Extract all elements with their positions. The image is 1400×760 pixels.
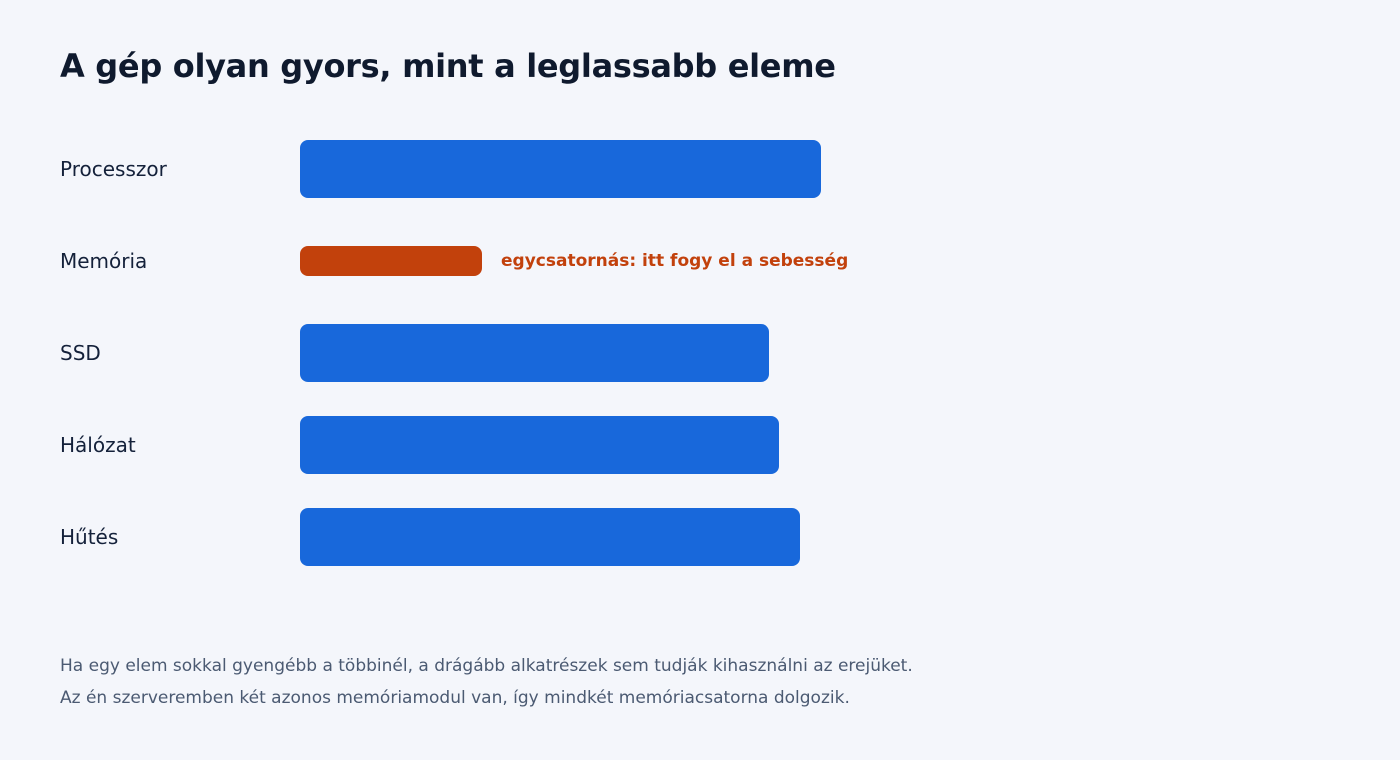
bar-hutes (300, 508, 800, 566)
bar-ssd (300, 324, 769, 382)
bar-annotation-memoria: egycsatornás: itt fogy el a sebesség (501, 251, 849, 271)
bar-chart: Processzor Memória egycsatornás: itt fogy … (60, 140, 849, 566)
row-label-processzor: Processzor (60, 157, 167, 181)
footnote-line-1: Ha egy elem sokkal gyengébb a többinél, … (60, 656, 913, 676)
row-label-memoria: Memória (60, 249, 148, 273)
bar-halozat (300, 416, 779, 474)
row-label-ssd: SSD (60, 341, 101, 365)
footnote: Ha egy elem sokkal gyengébb a többinél, … (60, 650, 913, 714)
row-label-halozat: Hálózat (60, 433, 136, 457)
chart-title: A gép olyan gyors, mint a leglassabb ele… (60, 47, 836, 85)
footnote-line-2: Az én szerveremben két azonos memóriamod… (60, 688, 850, 708)
bar-processzor (300, 140, 821, 198)
row-label-hutes: Hűtés (60, 525, 119, 549)
bar-memoria (300, 246, 482, 276)
